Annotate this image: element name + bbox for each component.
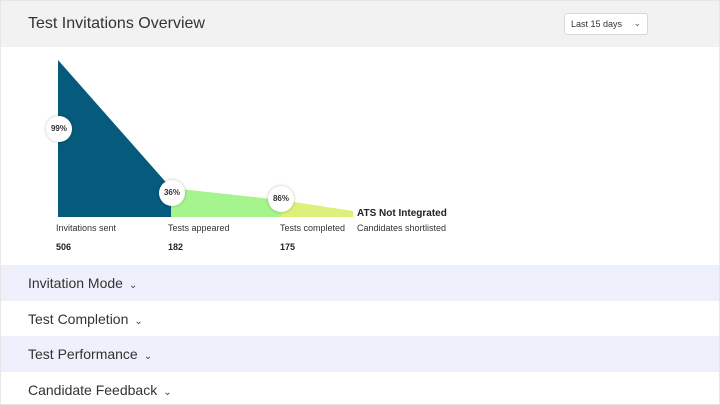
section-candidate-feedback[interactable]: Candidate Feedback ⌄ xyxy=(1,372,719,404)
funnel-stage-invitations-sent xyxy=(58,60,171,217)
section-label: Test Completion ⌄ xyxy=(28,311,143,327)
page-title: Test Invitations Overview xyxy=(28,15,205,32)
section-test-performance[interactable]: Test Performance ⌄ xyxy=(1,336,719,372)
section-title-test-performance: Test Performance xyxy=(28,346,138,362)
panel-header: Test Invitations Overview Last 15 days ⌄ xyxy=(1,1,719,47)
stage-label-candidates-shortlisted: Candidates shortlisted xyxy=(357,223,447,233)
section-title-test-completion: Test Completion xyxy=(28,311,129,327)
section-label: Test Performance ⌄ xyxy=(28,346,152,362)
section-title-invitation-mode: Invitation Mode xyxy=(28,275,123,291)
funnel-graphic xyxy=(58,60,353,217)
section-label: Candidate Feedback ⌄ xyxy=(28,382,172,398)
section-test-completion[interactable]: Test Completion ⌄ xyxy=(1,301,719,337)
chevron-down-icon: ⌄ xyxy=(128,280,138,291)
stage-label-tests-appeared: Tests appeared xyxy=(168,223,230,233)
funnel-stage-tests-appeared xyxy=(171,188,281,217)
stage-count-invitations-sent: 506 xyxy=(56,242,72,252)
date-range-value: Last 15 days xyxy=(571,19,623,29)
chevron-down-icon: ⌄ xyxy=(134,316,143,327)
chevron-down-icon: ⌄ xyxy=(163,387,172,398)
section-invitation-mode[interactable]: Invitation Mode ⌄ xyxy=(1,265,719,301)
chevron-down-icon: ⌄ xyxy=(143,351,153,362)
stage-label-tests-completed: Tests completed xyxy=(280,223,346,233)
stage-count-tests-appeared: 182 xyxy=(168,242,184,252)
percent-badge-tests-completed: 86% xyxy=(268,186,294,212)
stage-label-invitations-sent: Invitations sent xyxy=(56,223,117,233)
ats-status: ATS Not Integrated xyxy=(357,208,447,219)
stage-count-tests-completed: 175 xyxy=(280,242,296,252)
percent-badge-invitations-sent: 99% xyxy=(46,116,72,142)
date-range-select[interactable]: Last 15 days ⌄ xyxy=(564,13,648,35)
funnel-stage-tests-completed xyxy=(281,200,353,217)
percent-badge-tests-appeared: 36% xyxy=(159,180,185,206)
section-title-candidate-feedback: Candidate Feedback xyxy=(28,382,158,398)
chevron-down-icon: ⌄ xyxy=(633,18,641,28)
section-label: Invitation Mode ⌄ xyxy=(28,275,137,291)
invitation-funnel: 99% 36% 86% Invitations sent Tests appea… xyxy=(1,47,719,265)
